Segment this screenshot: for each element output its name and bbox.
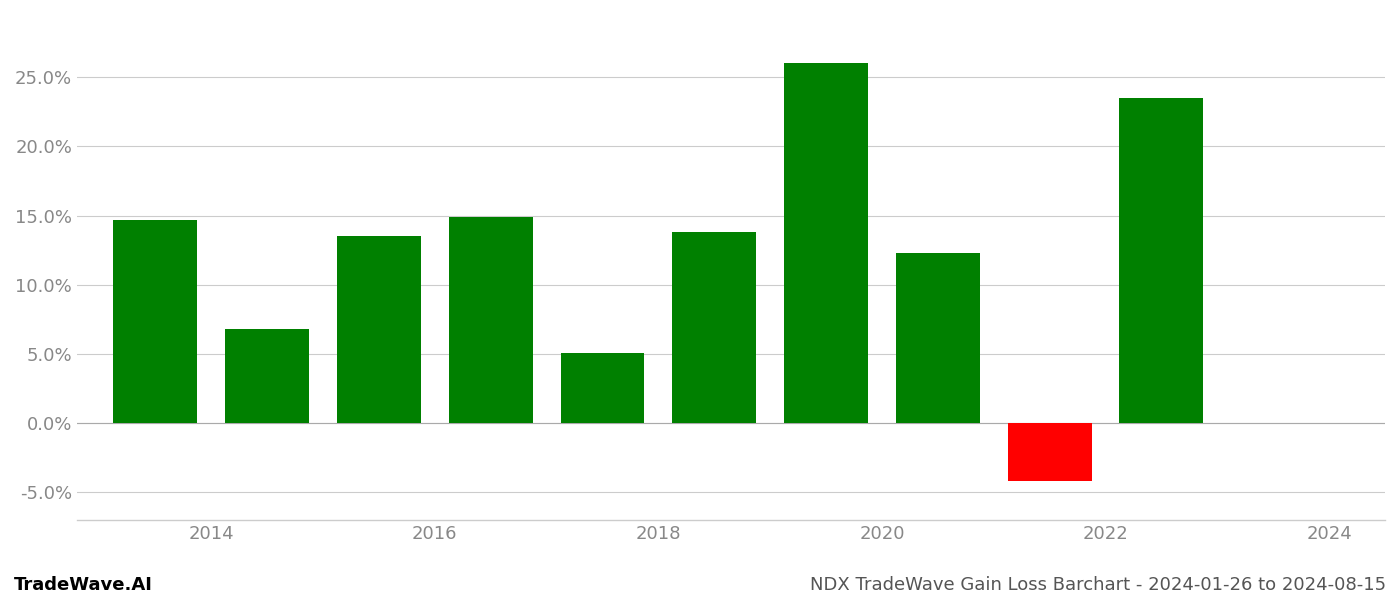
Bar — [896, 253, 980, 423]
Bar — [113, 220, 197, 423]
Bar — [1008, 423, 1092, 481]
Bar — [449, 217, 532, 423]
Bar — [560, 353, 644, 423]
Bar — [672, 232, 756, 423]
Bar — [337, 236, 421, 423]
Bar — [1120, 98, 1204, 423]
Bar — [784, 64, 868, 423]
Bar — [225, 329, 309, 423]
Text: TradeWave.AI: TradeWave.AI — [14, 576, 153, 594]
Text: NDX TradeWave Gain Loss Barchart - 2024-01-26 to 2024-08-15: NDX TradeWave Gain Loss Barchart - 2024-… — [809, 576, 1386, 594]
